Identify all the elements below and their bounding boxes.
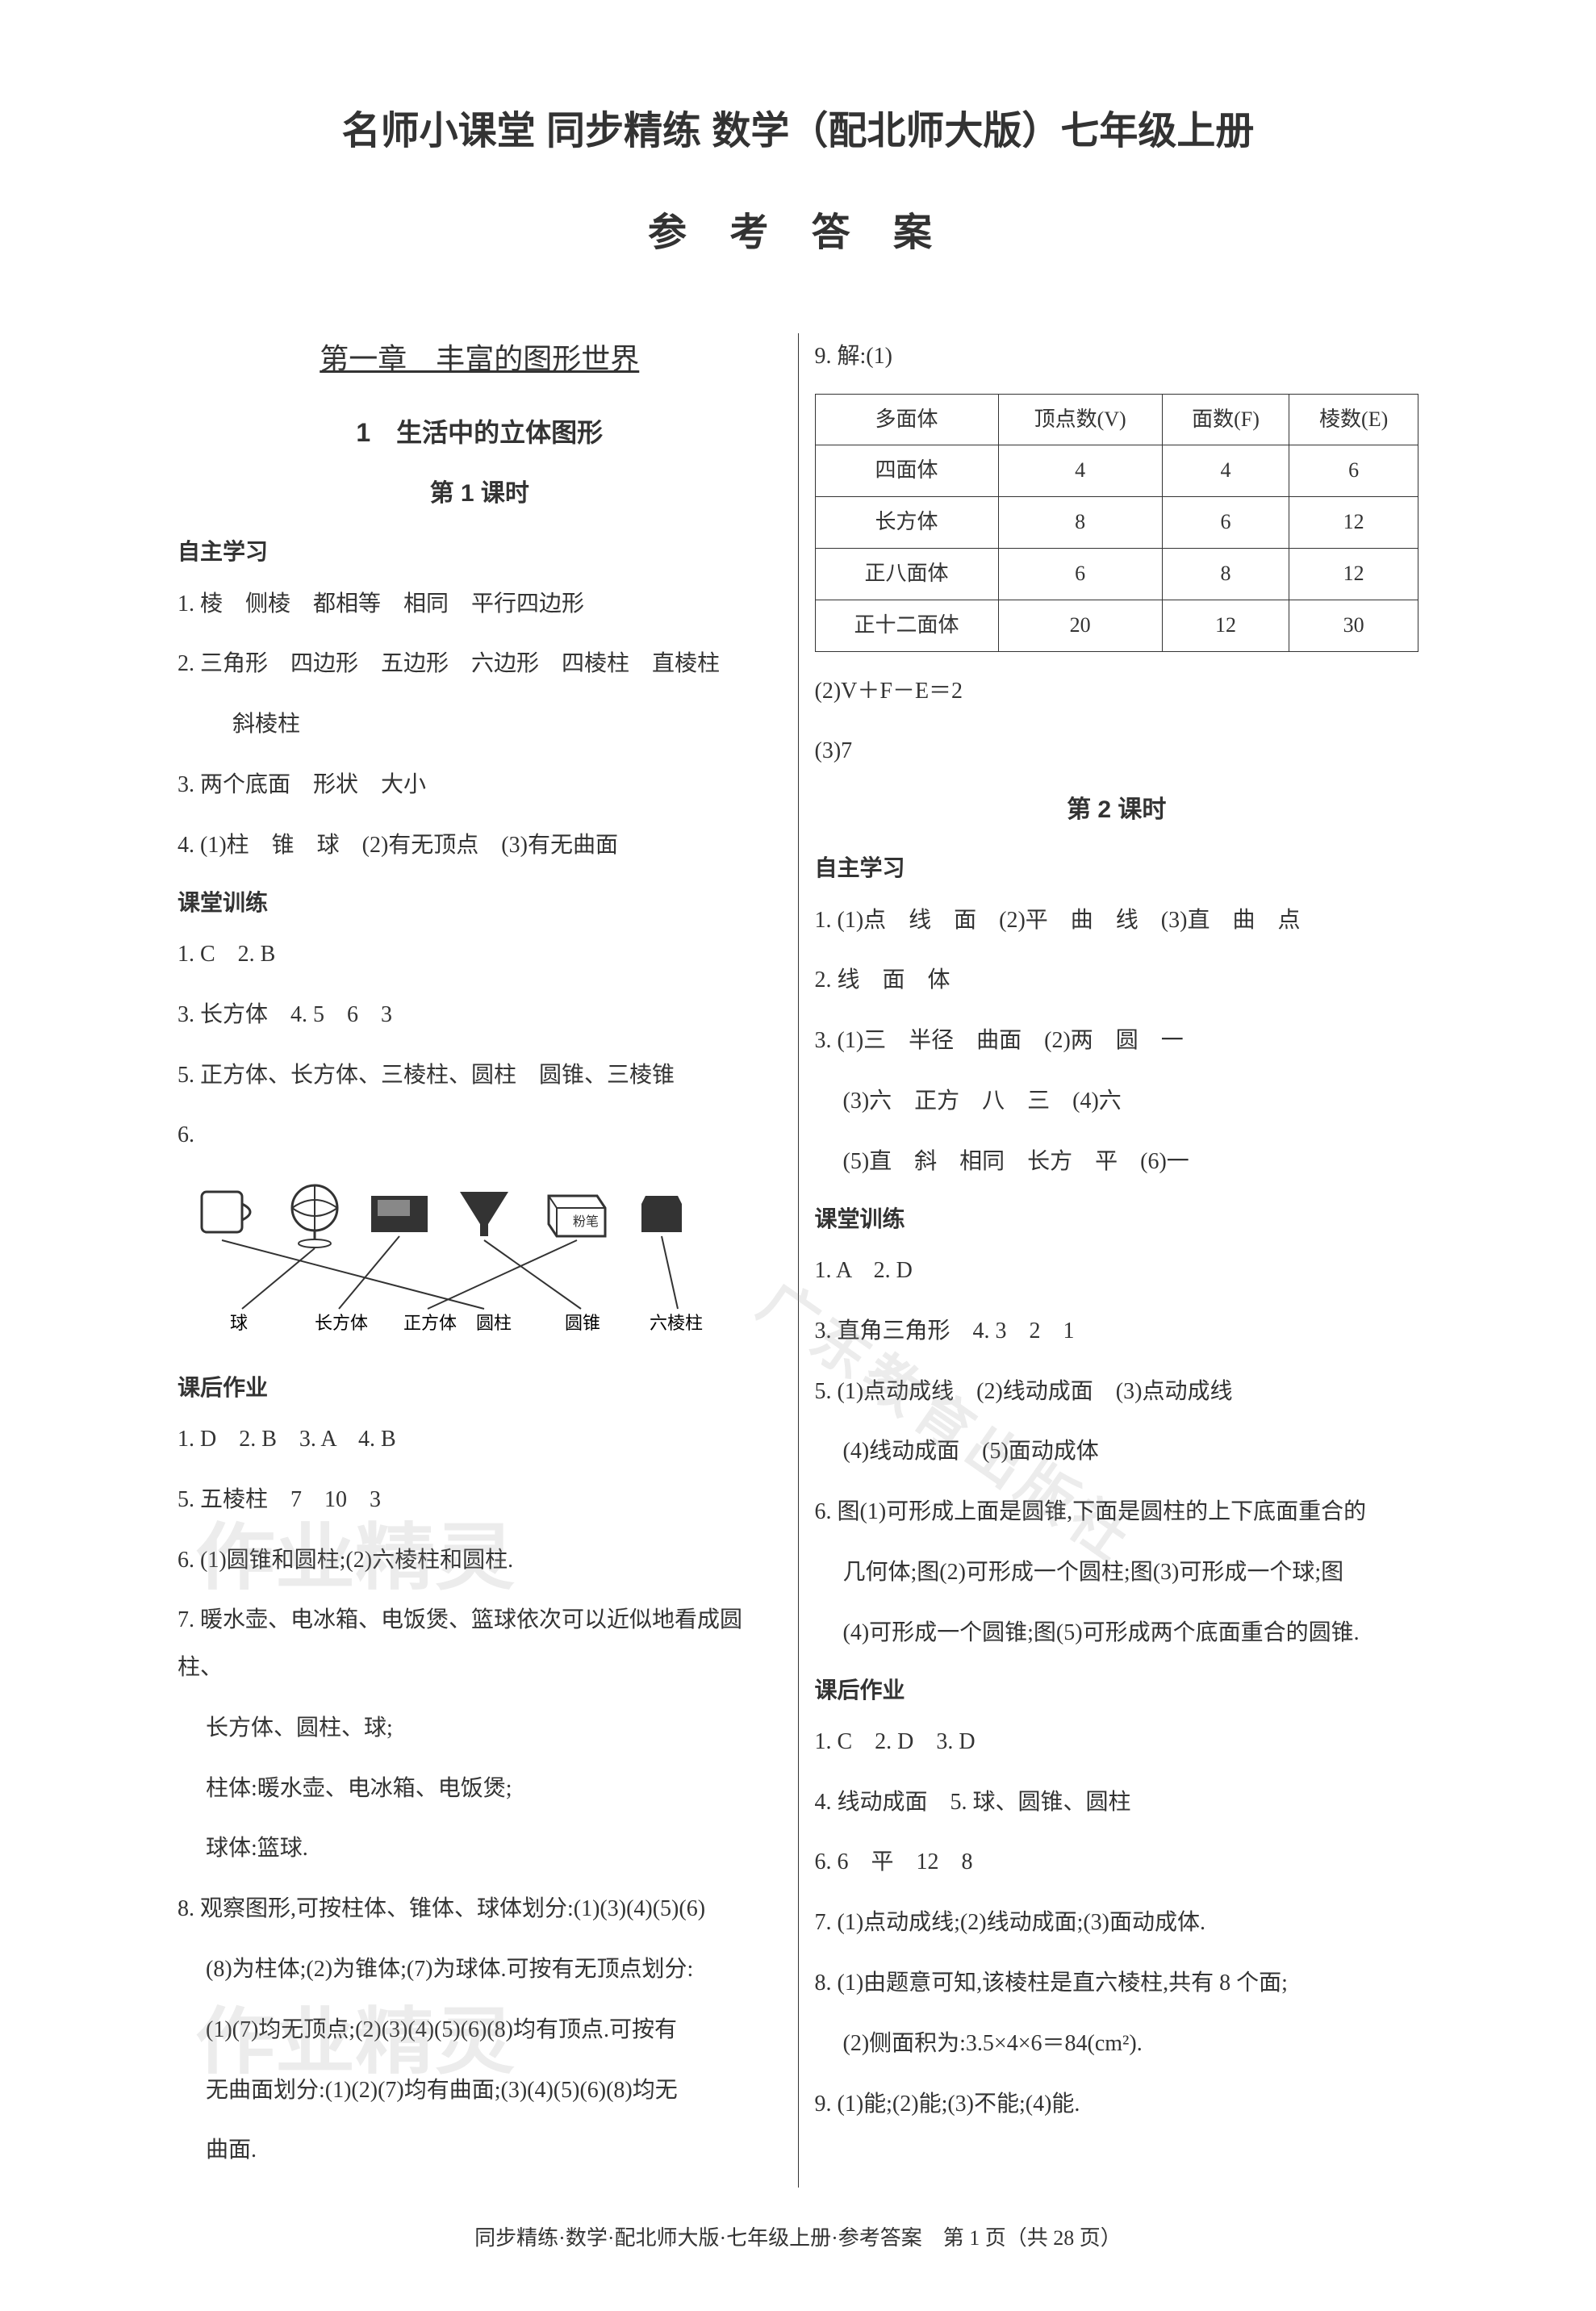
answer-text: 7. (1)点动成线;(2)线动成面;(3)面动成体. xyxy=(815,1899,1419,1947)
answer-text: 9. (1)能;(2)能;(3)不能;(4)能. xyxy=(815,2081,1419,2129)
period-heading: 第 2 课时 xyxy=(815,788,1419,832)
table-cell: 长方体 xyxy=(815,497,998,549)
shape-label: 球 xyxy=(230,1313,248,1333)
answer-text: 3. 两个底面 形状 大小 xyxy=(178,762,782,809)
answer-text: 3. 长方体 4. 5 6 3 xyxy=(178,992,782,1039)
answer-text: (1)(7)均无顶点;(2)(3)(4)(5)(6)(8)均有顶点.可按有 xyxy=(178,2007,782,2054)
answer-text: 6. xyxy=(178,1112,782,1160)
answer-text: 5. 正方体、长方体、三棱柱、圆柱 圆锥、三棱锥 xyxy=(178,1052,782,1100)
table-row: 正八面体 6 8 12 xyxy=(815,548,1418,600)
table-row: 长方体 8 6 12 xyxy=(815,497,1418,549)
table-cell: 6 xyxy=(1289,445,1418,497)
answer-text: (4)可形成一个圆锥;图(5)可形成两个底面重合的圆锥. xyxy=(815,1610,1419,1657)
chalk-box-icon: 粉笔 xyxy=(549,1196,605,1236)
ink-bottle-icon xyxy=(641,1196,682,1232)
table-header-row: 多面体 顶点数(V) 面数(F) 棱数(E) xyxy=(815,394,1418,445)
answer-text: 6. 图(1)可形成上面是圆锥,下面是圆柱的上下底面重合的 xyxy=(815,1489,1419,1536)
answer-text: 曲面. xyxy=(178,2127,782,2175)
answer-text: 3. (1)三 半径 曲面 (2)两 圆 一 xyxy=(815,1018,1419,1065)
chapter-heading: 第一章 丰富的图形世界 xyxy=(178,333,782,386)
self-study-heading: 自主学习 xyxy=(815,848,1419,888)
table-cell: 4 xyxy=(998,445,1162,497)
answer-text: 1. D 2. B 3. A 4. B xyxy=(178,1416,782,1464)
answer-text: 6. 6 平 12 8 xyxy=(815,1839,1419,1887)
page-footer: 同步精练·数学·配北师大版·七年级上册·参考答案 第 1 页（共 28 页） xyxy=(161,2220,1435,2258)
content-columns: 第一章 丰富的图形世界 1 生活中的立体图形 第 1 课时 自主学习 1. 棱 … xyxy=(161,333,1435,2188)
sub-title: 参 考 答 案 xyxy=(161,199,1435,268)
answer-text: 6. (1)圆锥和圆柱;(2)六棱柱和圆柱. xyxy=(178,1537,782,1585)
table-cell: 6 xyxy=(998,548,1162,600)
answer-text: 1. C 2. B xyxy=(178,931,782,979)
answer-text: (5)直 斜 相同 长方 平 (6)一 xyxy=(815,1139,1419,1186)
answer-text: 5. (1)点动成线 (2)线动成面 (3)点动成线 xyxy=(815,1369,1419,1416)
answer-text: (4)线动成面 (5)面动成体 xyxy=(815,1428,1419,1476)
shape-label: 正方体 xyxy=(403,1313,457,1333)
table-cell: 6 xyxy=(1162,497,1289,549)
table-header: 顶点数(V) xyxy=(998,394,1162,445)
table-cell: 正八面体 xyxy=(815,548,998,600)
table-header: 面数(F) xyxy=(1162,394,1289,445)
class-training-heading: 课堂训练 xyxy=(178,883,782,923)
self-study-heading: 自主学习 xyxy=(178,532,782,572)
table-cell: 4 xyxy=(1162,445,1289,497)
answer-text: (2)V＋F－E＝2 xyxy=(815,668,1419,716)
answer-text: 斜棱柱 xyxy=(178,701,782,749)
shape-label: 圆锥 xyxy=(565,1313,600,1333)
cup-icon xyxy=(202,1192,250,1232)
svg-text:粉笔: 粉笔 xyxy=(573,1214,599,1229)
table-row: 正十二面体 20 12 30 xyxy=(815,600,1418,651)
matching-diagram: 粉笔 球 长方体 正方体 圆柱 圆锥 六棱柱 xyxy=(178,1176,782,1351)
table-cell: 四面体 xyxy=(815,445,998,497)
answer-text: 1. A 2. D xyxy=(815,1247,1419,1295)
answer-text: 7. 暖水壶、电冰箱、电饭煲、篮球依次可以近似地看成圆柱、 xyxy=(178,1597,782,1692)
globe-icon xyxy=(292,1185,337,1247)
answer-text: 几何体;图(2)可形成一个圆柱;图(3)可形成一个球;图 xyxy=(815,1549,1419,1597)
table-cell: 正十二面体 xyxy=(815,600,998,651)
answer-text: 3. 直角三角形 4. 3 2 1 xyxy=(815,1308,1419,1356)
answer-text: (3)六 正方 八 三 (4)六 xyxy=(815,1078,1419,1126)
answer-text: (3)7 xyxy=(815,728,1419,775)
table-row: 四面体 4 4 6 xyxy=(815,445,1418,497)
answer-text: 4. (1)柱 锥 球 (2)有无顶点 (3)有无曲面 xyxy=(178,822,782,870)
table-cell: 20 xyxy=(998,600,1162,651)
left-column: 第一章 丰富的图形世界 1 生活中的立体图形 第 1 课时 自主学习 1. 棱 … xyxy=(161,333,799,2188)
answer-text: 4. 线动成面 5. 球、圆锥、圆柱 xyxy=(815,1779,1419,1827)
polyhedron-table: 多面体 顶点数(V) 面数(F) 棱数(E) 四面体 4 4 6 长方体 8 6… xyxy=(815,394,1419,652)
table-cell: 30 xyxy=(1289,600,1418,651)
shape-label: 长方体 xyxy=(315,1313,368,1333)
section-heading: 1 生活中的立体图形 xyxy=(178,410,782,457)
answer-text: 1. 棱 侧棱 都相等 相同 平行四边形 xyxy=(178,581,782,629)
answer-text: (8)为柱体;(2)为锥体;(7)为球体.可按有无顶点划分: xyxy=(178,1946,782,1994)
right-column: 9. 解:(1) 多面体 顶点数(V) 面数(F) 棱数(E) 四面体 4 4 … xyxy=(799,333,1435,2188)
period-heading: 第 1 课时 xyxy=(178,472,782,516)
main-title: 名师小课堂 同步精练 数学（配北师大版）七年级上册 xyxy=(161,97,1435,166)
table-cell: 8 xyxy=(998,497,1162,549)
answer-text: 无曲面划分:(1)(2)(7)均有曲面;(3)(4)(5)(6)(8)均无 xyxy=(178,2067,782,2115)
answer-text: 8. 观察图形,可按柱体、锥体、球体划分:(1)(3)(4)(5)(6) xyxy=(178,1886,782,1933)
table-cell: 12 xyxy=(1162,600,1289,651)
answer-text: (2)侧面积为:3.5×4×6＝84(cm²). xyxy=(815,2021,1419,2068)
table-cell: 12 xyxy=(1289,497,1418,549)
table-cell: 12 xyxy=(1289,548,1418,600)
answer-text: 8. (1)由题意可知,该棱柱是直六棱柱,共有 8 个面; xyxy=(815,1960,1419,2008)
answer-text: 5. 五棱柱 7 10 3 xyxy=(178,1477,782,1524)
table-header: 多面体 xyxy=(815,394,998,445)
answer-text: 1. (1)点 线 面 (2)平 曲 线 (3)直 曲 点 xyxy=(815,897,1419,945)
tv-icon xyxy=(371,1196,428,1232)
homework-heading: 课后作业 xyxy=(815,1670,1419,1711)
answer-text: 2. 三角形 四边形 五边形 六边形 四棱柱 直棱柱 xyxy=(178,641,782,688)
funnel-icon xyxy=(460,1192,508,1236)
shape-label: 圆柱 xyxy=(476,1313,512,1333)
answer-text: 9. 解:(1) xyxy=(815,333,1419,381)
answer-text: 1. C 2. D 3. D xyxy=(815,1719,1419,1766)
shape-label: 六棱柱 xyxy=(650,1313,703,1333)
table-cell: 8 xyxy=(1162,548,1289,600)
class-training-heading: 课堂训练 xyxy=(815,1199,1419,1239)
answer-text: 柱体:暖水壶、电冰箱、电饭煲; xyxy=(178,1766,782,1813)
table-header: 棱数(E) xyxy=(1289,394,1418,445)
answer-text: 球体:篮球. xyxy=(178,1825,782,1873)
answer-text: 长方体、圆柱、球; xyxy=(178,1705,782,1753)
homework-heading: 课后作业 xyxy=(178,1368,782,1408)
answer-text: 2. 线 面 体 xyxy=(815,957,1419,1005)
